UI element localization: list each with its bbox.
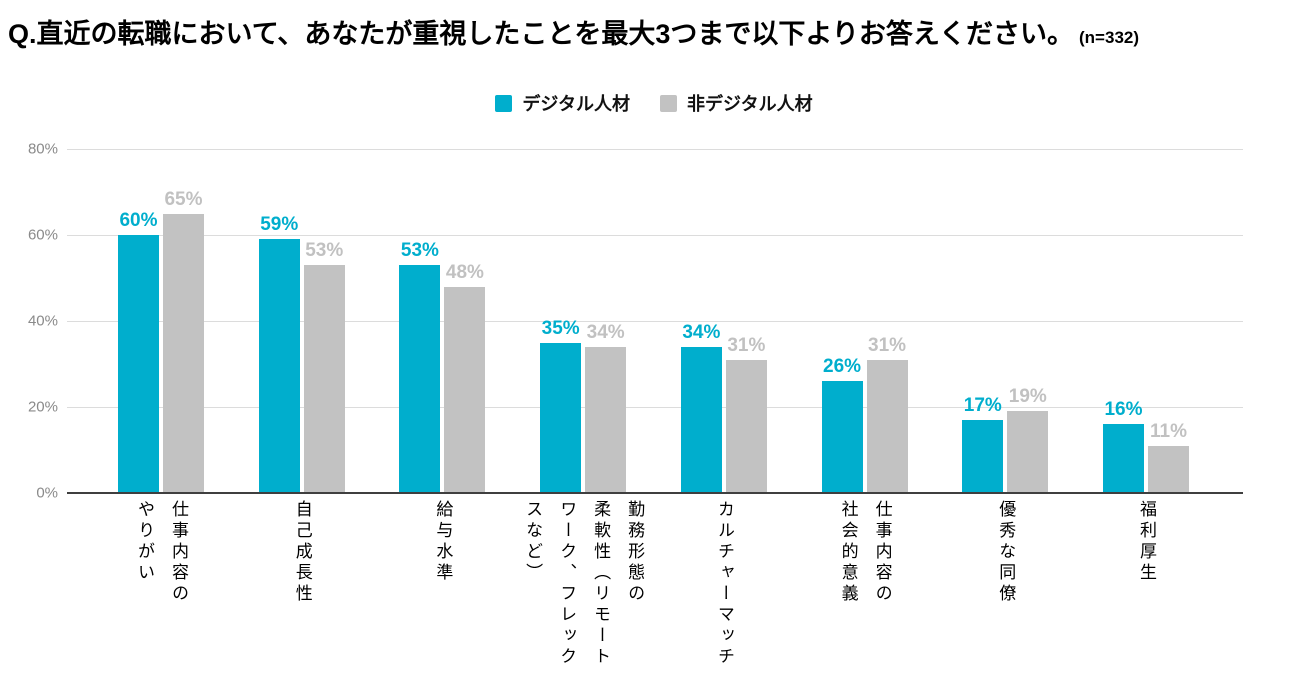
bar-digital-7: 16% bbox=[1103, 399, 1144, 493]
legend-label: 非デジタル人材 bbox=[687, 94, 813, 114]
bar-value-label: 48% bbox=[445, 261, 484, 283]
bar-value-label: 26% bbox=[823, 356, 862, 378]
bar-digital-3: 35% bbox=[540, 318, 582, 493]
bar-digital-4: 34% bbox=[680, 322, 722, 493]
x-category-label-5: 仕事内容の 社会的意義 bbox=[838, 500, 892, 605]
x-category-label-7: 福利厚生 bbox=[1137, 500, 1156, 584]
bar-digital-5: 26% bbox=[821, 356, 863, 493]
x-category-label-0: 仕事内容の やりがい bbox=[135, 500, 188, 605]
legend-item-0: デジタル人材 bbox=[495, 90, 630, 116]
legend-label: デジタル人材 bbox=[522, 94, 630, 114]
bar-value-label: 53% bbox=[400, 240, 439, 262]
x-category-label-2: 給与水準 bbox=[433, 500, 453, 584]
legend-item-1: 非デジタル人材 bbox=[660, 90, 813, 116]
bar-value-label: 59% bbox=[260, 214, 299, 236]
legend-swatch-icon bbox=[495, 94, 513, 112]
bar-value-label: 19% bbox=[1008, 386, 1047, 408]
bar-non-digital-1: 53% bbox=[303, 240, 345, 493]
title-text: Q.直近の転職において、あなたが重視したことを最大3つまで以下よりお答えください… bbox=[8, 19, 1075, 49]
x-category-label-1: 自己成長性 bbox=[292, 500, 312, 605]
bar-value-label: 60% bbox=[119, 210, 158, 231]
bar-value-label: 53% bbox=[305, 240, 344, 262]
bar-value-label: 31% bbox=[727, 334, 766, 356]
gridline bbox=[67, 407, 1243, 408]
x-category-label-6: 優秀な同僚 bbox=[996, 500, 1016, 605]
gridline bbox=[67, 235, 1243, 236]
gridline bbox=[67, 321, 1243, 322]
bar-digital-6: 17% bbox=[962, 395, 1004, 493]
gridline bbox=[67, 149, 1243, 150]
bar-non-digital-3: 34% bbox=[585, 322, 627, 493]
bar-digital-0: 60% bbox=[118, 210, 159, 493]
sample-size: (n=332) bbox=[1079, 28, 1140, 47]
bar-non-digital-6: 19% bbox=[1007, 386, 1049, 493]
bar-value-label: 34% bbox=[586, 321, 625, 343]
bar-non-digital-4: 31% bbox=[725, 335, 767, 493]
x-category-label-4: カルチャーマッチ bbox=[714, 500, 734, 668]
bar-value-label: 35% bbox=[541, 317, 580, 339]
bar-non-digital-5: 31% bbox=[866, 335, 908, 493]
bar-non-digital-2: 48% bbox=[444, 262, 486, 493]
bar-digital-2: 53% bbox=[399, 240, 441, 493]
y-tick-label: 60% bbox=[27, 226, 58, 244]
bar-value-label: 11% bbox=[1150, 420, 1187, 442]
x-axis-line bbox=[67, 492, 1243, 494]
bar-value-label: 17% bbox=[963, 394, 1002, 416]
y-tick-label: 0% bbox=[36, 484, 58, 502]
bar-non-digital-7: 11% bbox=[1148, 421, 1189, 493]
question-title: Q.直近の転職において、あなたが重視したことを最大3つまで以下よりお答えください… bbox=[8, 12, 1303, 51]
legend: デジタル人材 非デジタル人材 bbox=[0, 90, 1308, 116]
bar-value-label: 16% bbox=[1104, 399, 1143, 421]
y-tick-label: 80% bbox=[27, 140, 58, 158]
y-tick-label: 40% bbox=[27, 312, 58, 330]
bar-value-label: 31% bbox=[868, 334, 907, 356]
bar-non-digital-0: 65% bbox=[163, 189, 204, 493]
y-tick-label: 20% bbox=[27, 398, 58, 416]
legend-swatch-icon bbox=[660, 94, 677, 112]
bar-digital-1: 59% bbox=[258, 214, 300, 493]
x-category-label-3: 勤務形態の 柔軟性（リモート ワーク、フレック スなど） bbox=[523, 500, 645, 668]
bar-value-label: 65% bbox=[164, 188, 203, 210]
bar-value-label: 34% bbox=[682, 321, 721, 343]
